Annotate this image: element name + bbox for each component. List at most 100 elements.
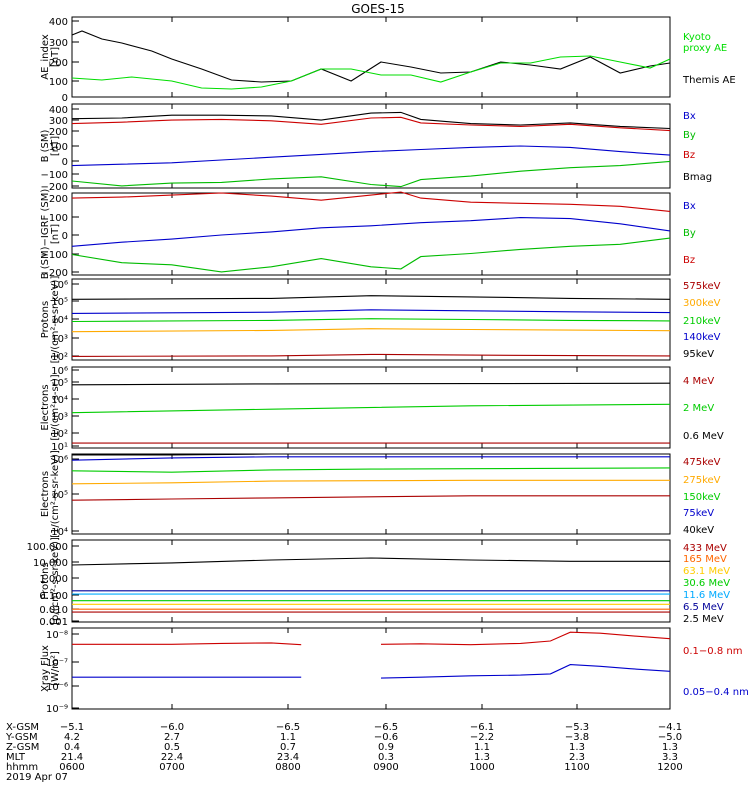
legend-entry: 63.1 MeV: [683, 566, 730, 577]
footer-cell: −0.6: [374, 732, 398, 743]
series-line-2-mev: [71, 403, 671, 414]
footer-row-label: hhmm: [6, 762, 38, 773]
footer-cell: 1200: [657, 762, 682, 773]
footer-cell: −5.0: [658, 732, 682, 743]
series-line-bz: [71, 116, 671, 132]
footer-cell: 0800: [275, 762, 300, 773]
footer-cell: 2.7: [164, 732, 180, 743]
y-axis-label: Electrons: [40, 384, 51, 430]
y-tick-label: 10.000: [33, 558, 68, 569]
legend-entry: 30.6 MeV: [683, 578, 730, 589]
legend-entry: 11.6 MeV: [683, 590, 730, 601]
y-axis-label: [p/(cm²-s-sr-keV)]: [50, 537, 61, 625]
footer-cell: 0900: [373, 762, 398, 773]
y-tick-label: 10¹: [51, 442, 68, 453]
y-tick-label: −200: [41, 182, 68, 193]
footer-cell: −6.0: [160, 722, 184, 733]
footer-row-label: MLT: [6, 752, 26, 763]
y-tick-label: 200: [49, 127, 68, 138]
footer-cell: 23.4: [277, 752, 299, 763]
y-tick-label: 10⁻⁷: [46, 658, 68, 669]
panel-frame: [71, 627, 671, 710]
y-tick-label: −200: [41, 268, 68, 279]
footer-cell: 0700: [159, 762, 184, 773]
y-tick-label: 0: [62, 157, 68, 168]
y-tick-label: 400: [49, 105, 68, 116]
y-tick-label: 10⁶: [51, 366, 68, 377]
footer-cell: −6.5: [374, 722, 398, 733]
footer-cell: −5.1: [60, 722, 84, 733]
y-axis-label: Xray Flux: [40, 645, 51, 692]
y-tick-label: 0.100: [39, 591, 68, 602]
legend-entry: Bz: [683, 255, 695, 266]
series-line-by: [71, 160, 671, 188]
legend-entry: 0.6 MeV: [683, 431, 724, 442]
panel-protons_hi: 10⁶ 10⁵ 10⁴ 10³ 10² Protons [1/(cm²-s-sr-keV)]…: [40, 276, 721, 364]
footer-cell: 1.3: [662, 742, 678, 753]
series-line-bz: [71, 191, 671, 212]
footer-cell: 1000: [469, 762, 494, 773]
legend-entry: By: [683, 228, 696, 239]
footer-row-label: 2019 Apr 07: [6, 772, 68, 783]
series-line-0-05-0-4-nm: [72, 664, 671, 679]
series-line-150kev: [71, 467, 671, 473]
series-line-bmag: [71, 111, 671, 130]
y-tick-label: 0.010: [39, 605, 68, 616]
y-tick-label: 100: [49, 142, 68, 153]
y-axis-label: Protons: [40, 301, 51, 338]
y-axis-label: B (SM)−IGRF (SM): [40, 189, 51, 280]
legend-entry: 210keV: [683, 316, 721, 327]
y-tick-label: 100: [49, 213, 68, 224]
footer-cell: −3.8: [565, 732, 589, 743]
footer-cell: 0.9: [378, 742, 394, 753]
footer-row-label: Z-GSM: [6, 742, 39, 753]
footer-cell: 4.2: [64, 732, 80, 743]
y-tick-label: 10⁻⁹: [46, 704, 68, 715]
series-line-140kev: [71, 309, 671, 314]
y-axis-label: [W/m²]: [50, 651, 61, 686]
footer-cell: −2.2: [470, 732, 494, 743]
legend-entry: 275keV: [683, 475, 721, 486]
legend-entry: 165 MeV: [683, 554, 727, 565]
y-axis-label: Protons: [40, 562, 51, 599]
panel-frame: [71, 453, 671, 535]
legend-entry: By: [683, 130, 696, 141]
y-axis-label: B (SM): [40, 129, 51, 162]
footer-cell: 1.1: [474, 742, 490, 753]
y-tick-label: 10⁴: [51, 527, 68, 538]
y-tick-label: 10²: [51, 429, 68, 440]
legend-entry: proxy AE: [683, 43, 727, 54]
series-line-40kev: [72, 453, 670, 456]
y-tick-label: 100.000: [27, 542, 68, 553]
legend-entry: 95keV: [683, 349, 714, 360]
footer-cell: −5.3: [565, 722, 589, 733]
y-tick-label: 10⁴: [51, 315, 68, 326]
footer-cell: 21.4: [61, 752, 83, 763]
legend-entry: 300keV: [683, 298, 721, 309]
series-line-475kev: [71, 495, 670, 501]
panel-frame: [71, 103, 671, 189]
y-axis-label: AE_index: [40, 34, 51, 80]
y-axis-label: [nT]: [50, 224, 61, 244]
legend-entry: 150keV: [683, 492, 721, 503]
y-tick-label: 10⁶: [51, 455, 68, 466]
y-tick-label: 10³: [51, 334, 68, 345]
series-line-2-5-mev: [71, 557, 670, 566]
legend-entry: 0.1−0.8 nm: [683, 646, 742, 657]
y-tick-label: 1.000: [39, 574, 68, 585]
y-tick-label: 0: [62, 93, 68, 104]
y-tick-label: 10²: [51, 352, 68, 363]
series-line-575kev: [71, 353, 671, 357]
y-tick-label: 10⁶: [51, 280, 68, 291]
y-tick-label: 0.001: [39, 617, 68, 628]
footer-cell: 1100: [564, 762, 589, 773]
legend-entry: Bmag: [683, 172, 712, 183]
